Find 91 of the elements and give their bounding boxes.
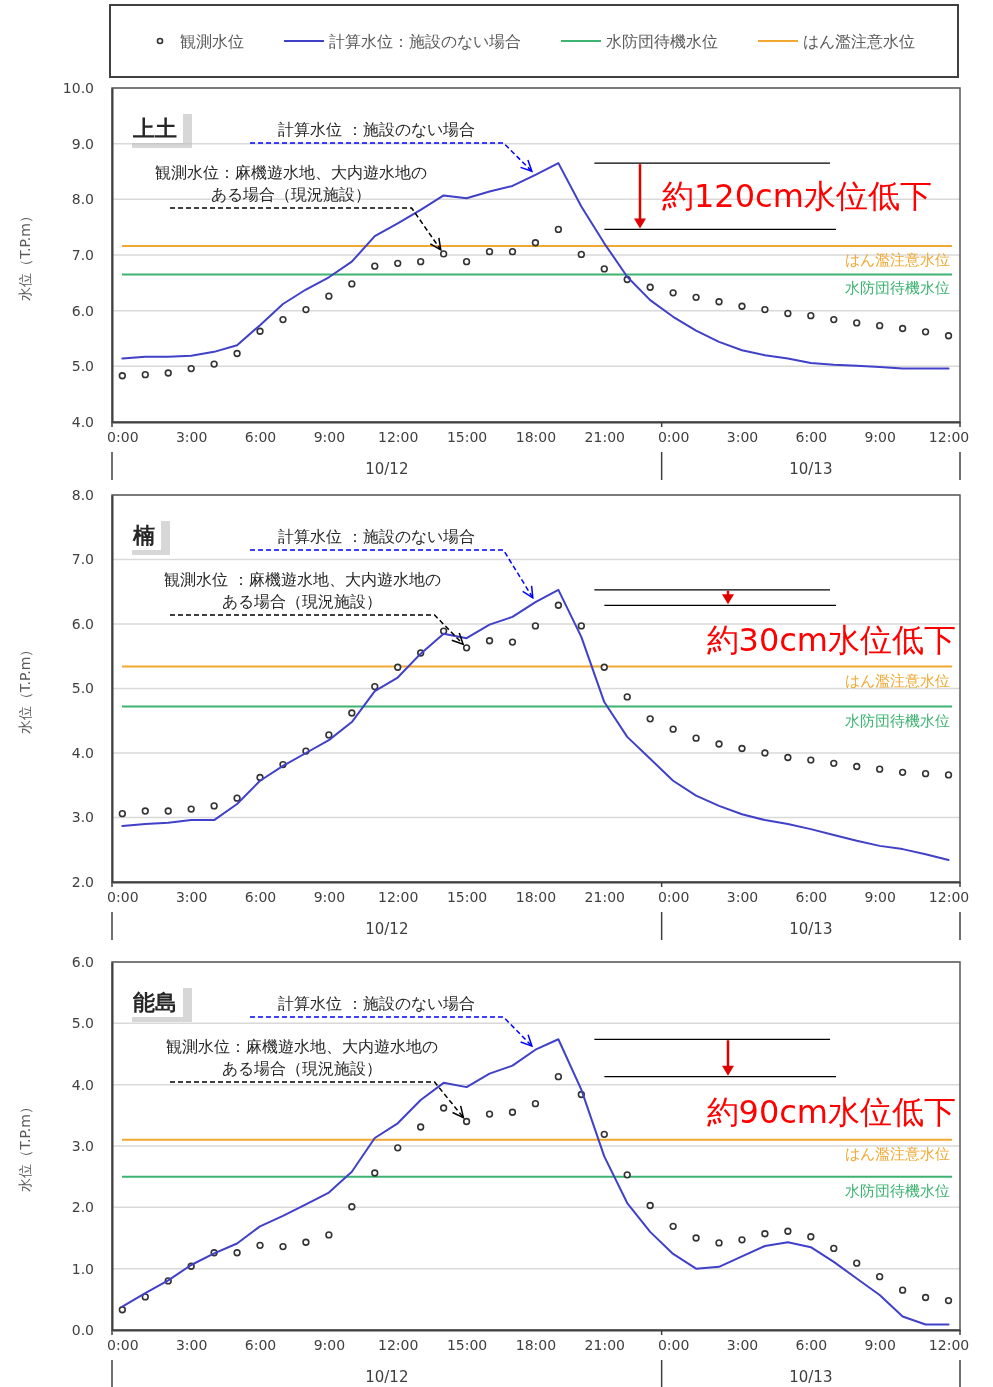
x-tick-label: 6:00: [795, 1336, 828, 1353]
text: 能島: [133, 990, 177, 1015]
annotation: 観測水位：麻機遊水地、大内遊水地のある場合（現況施設）: [154, 163, 427, 204]
x-tick-label: 3:00: [175, 888, 208, 905]
x-tick-label: 12:00: [378, 888, 419, 905]
x-tick-label: 0:00: [657, 428, 690, 445]
x-tick-label: 9:00: [864, 888, 896, 905]
legend-label: 観測水位: [180, 32, 244, 51]
annotation: 計算水位 ：施設のない場合: [278, 994, 476, 1013]
y-tick-label: 2.0: [71, 1199, 94, 1216]
y-tick-label: 10.0: [62, 79, 94, 96]
x-tick-label: 3:00: [726, 1336, 759, 1353]
legend-label: はん濫注意水位: [803, 32, 915, 51]
x-tick-label: 21:00: [584, 428, 625, 445]
x-tick-label: 21:00: [584, 888, 625, 905]
text: 10/13: [789, 1368, 833, 1386]
x-tick-label: 0:00: [657, 1336, 690, 1353]
annotation: 計算水位 ：施設のない場合: [278, 120, 476, 139]
x-tick-label: 12:00: [928, 428, 970, 445]
x-tick-label: 6:00: [795, 888, 828, 905]
x-tick-label: 9:00: [864, 1336, 896, 1353]
x-tick-label: 9:00: [313, 428, 346, 445]
text: 10/12: [365, 1368, 409, 1386]
text: 10/12: [365, 920, 409, 938]
annotation: 約120cm水位低下: [662, 177, 932, 216]
x-tick-label: 3:00: [726, 888, 759, 905]
x-tick-label: 3:00: [726, 428, 759, 445]
y-axis-title: 水位（T.P.m）: [17, 209, 33, 301]
x-tick-label: 12:00: [928, 1336, 970, 1353]
x-tick-label: 6:00: [244, 428, 277, 445]
legend-label: 水防団待機水位: [606, 32, 718, 51]
x-tick-label: 3:00: [175, 1336, 208, 1353]
annotation: 観測水位 ：麻機遊水地、大内遊水地のある場合（現況施設）: [163, 570, 441, 611]
y-axis-title: 水位（T.P.m）: [17, 642, 33, 735]
text: 水防団待機水位: [845, 279, 950, 298]
y-tick-label: 0.0: [71, 1321, 94, 1338]
y-tick-label: 2.0: [71, 873, 94, 890]
y-tick-label: 9.0: [71, 135, 94, 152]
x-tick-label: 6:00: [244, 1336, 277, 1353]
y-tick-label: 3.0: [71, 809, 94, 826]
y-tick-label: 5.0: [71, 680, 94, 697]
y-tick-label: 5.0: [71, 1015, 94, 1032]
x-tick-label: 12:00: [378, 1336, 419, 1353]
y-tick-label: 3.0: [71, 1137, 94, 1154]
x-tick-label: 15:00: [446, 1336, 488, 1353]
x-tick-label: 9:00: [313, 1336, 346, 1353]
y-tick-label: 7.0: [71, 551, 94, 568]
x-tick-label: 21:00: [584, 1336, 625, 1353]
annotation: 観測水位：麻機遊水地、大内遊水地のある場合（現況施設）: [166, 1037, 439, 1078]
x-tick-label: 15:00: [446, 428, 488, 445]
y-tick-label: 4.0: [71, 413, 94, 430]
x-tick-label: 12:00: [928, 888, 970, 905]
text: 上土: [132, 116, 177, 141]
x-tick-label: 0:00: [657, 888, 690, 905]
annotation: 約90cm水位低下: [706, 1092, 956, 1131]
y-tick-label: 6.0: [71, 302, 94, 319]
x-tick-label: 6:00: [795, 428, 828, 445]
x-tick-label: 18:00: [515, 428, 557, 445]
text: はん濫注意水位: [845, 251, 950, 270]
annotation: 約30cm水位低下: [706, 621, 956, 660]
text: 10/13: [789, 920, 833, 938]
y-tick-label: 1.0: [71, 1260, 94, 1277]
annotation: 計算水位 ：施設のない場合: [278, 527, 476, 546]
y-tick-label: 5.0: [71, 358, 94, 375]
x-tick-label: 0:00: [107, 1336, 139, 1353]
x-tick-label: 3:00: [175, 428, 208, 445]
ref-line-label: 水防団待機水位: [845, 711, 950, 730]
y-tick-label: 6.0: [71, 953, 94, 970]
ref-line-label: はん濫注意水位: [845, 1144, 950, 1163]
x-tick-label: 18:00: [515, 888, 557, 905]
x-tick-label: 18:00: [515, 1336, 557, 1353]
y-tick-label: 4.0: [71, 1076, 94, 1093]
x-tick-label: 12:00: [378, 428, 419, 445]
y-tick-label: 7.0: [71, 246, 94, 263]
ref-line-label: はん濫注意水位: [845, 671, 950, 690]
x-tick-label: 9:00: [864, 428, 896, 445]
text: 楠: [132, 523, 155, 548]
x-tick-label: 0:00: [107, 428, 139, 445]
x-tick-label: 9:00: [313, 888, 346, 905]
x-tick-label: 0:00: [107, 888, 139, 905]
y-tick-label: 4.0: [71, 744, 94, 761]
y-tick-label: 8.0: [71, 191, 94, 208]
legend-label: 計算水位：施設のない場合: [329, 32, 521, 51]
text: 10/12: [365, 460, 409, 478]
ref-line-label: 水防団待機水位: [845, 1181, 950, 1200]
x-tick-label: 15:00: [446, 888, 488, 905]
x-tick-label: 6:00: [244, 888, 277, 905]
text: 10/13: [789, 460, 833, 478]
y-tick-label: 8.0: [71, 486, 94, 503]
y-axis-title: 水位（T.P.m）: [17, 1100, 33, 1192]
y-tick-label: 6.0: [71, 615, 94, 632]
